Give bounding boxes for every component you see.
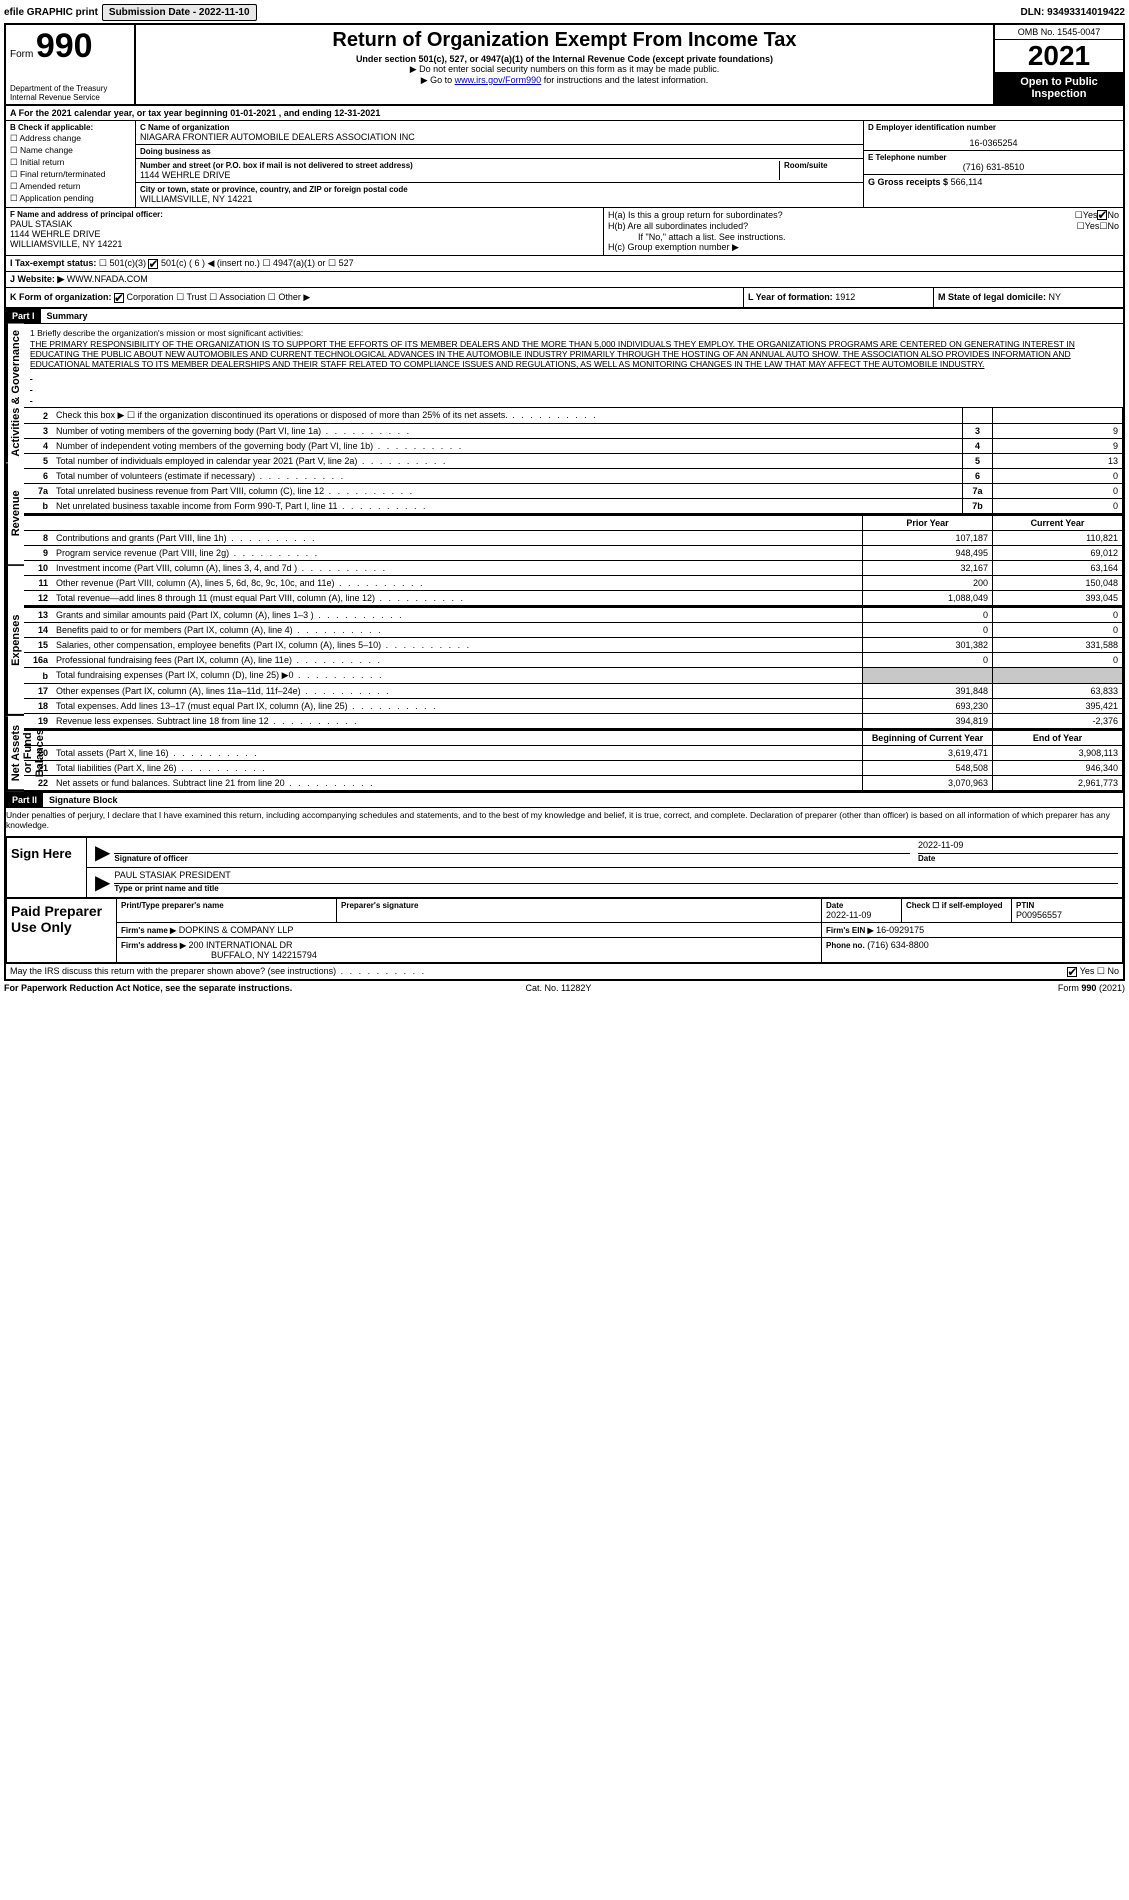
sign-here-section: Sign Here ▶ Signature of officer 2022-11… bbox=[6, 836, 1123, 898]
col-c-org-info: C Name of organization NIAGARA FRONTIER … bbox=[136, 121, 863, 207]
firm-phone: (716) 634-8800 bbox=[867, 940, 929, 950]
vtab-revenue: Revenue bbox=[6, 463, 24, 566]
expenses-table: 13Grants and similar amounts paid (Part … bbox=[24, 606, 1123, 729]
col-d-ids: D Employer identification number 16-0365… bbox=[863, 121, 1123, 207]
chk-address-change[interactable]: ☐ Address change bbox=[10, 133, 131, 144]
sign-date: 2022-11-09 bbox=[918, 840, 1118, 854]
penalties-text: Under penalties of perjury, I declare th… bbox=[6, 808, 1123, 832]
ptin-value: P00956557 bbox=[1016, 910, 1118, 920]
col-h-group: H(a) Is this a group return for subordin… bbox=[603, 208, 1123, 255]
top-toolbar: efile GRAPHIC print Submission Date - 20… bbox=[4, 4, 1125, 21]
mission-text: THE PRIMARY RESPONSIBILITY OF THE ORGANI… bbox=[30, 339, 1117, 369]
page-footer: For Paperwork Reduction Act Notice, see … bbox=[4, 981, 1125, 995]
officer-name: PAUL STASIAK bbox=[10, 219, 599, 229]
section-bcd: B Check if applicable: ☐ Address change … bbox=[6, 121, 1123, 208]
open-public-label: Open to Public Inspection bbox=[995, 72, 1123, 104]
cat-no: Cat. No. 11282Y bbox=[526, 983, 592, 993]
chk-corporation[interactable] bbox=[114, 293, 124, 303]
omb-label: OMB No. 1545-0047 bbox=[995, 25, 1123, 40]
subtitle-1: Under section 501(c), 527, or 4947(a)(1)… bbox=[140, 54, 989, 64]
dln-label: DLN: 93493314019422 bbox=[1020, 7, 1125, 18]
form-header: Form 990 Department of the Treasury Inte… bbox=[6, 25, 1123, 106]
form-container: Form 990 Department of the Treasury Inte… bbox=[4, 23, 1125, 981]
street-value: 1144 WEHRLE DRIVE bbox=[140, 170, 779, 180]
irs-link[interactable]: www.irs.gov/Form990 bbox=[455, 75, 542, 85]
chk-amended-return[interactable]: ☐ Amended return bbox=[10, 181, 131, 192]
chk-name-change[interactable]: ☐ Name change bbox=[10, 145, 131, 156]
col-b-checkboxes: B Check if applicable: ☐ Address change … bbox=[6, 121, 136, 207]
header-mid: Return of Organization Exempt From Incom… bbox=[136, 25, 993, 104]
form-prefix: Form bbox=[10, 49, 33, 60]
website-value: WWW.NFADA.COM bbox=[67, 274, 148, 284]
vtab-expenses: Expenses bbox=[6, 566, 24, 716]
vtab-net-assets: Net Assets or Fund Balances bbox=[6, 716, 24, 791]
summary-section: Activities & Governance Revenue Expenses… bbox=[6, 324, 1123, 793]
irs-label: Internal Revenue Service bbox=[10, 93, 130, 102]
tel-value: (716) 631-8510 bbox=[868, 162, 1119, 172]
sign-here-label: Sign Here bbox=[7, 838, 87, 897]
subtitle-3: ▶ Go to www.irs.gov/Form990 for instruct… bbox=[140, 75, 989, 86]
efile-label: efile GRAPHIC print bbox=[4, 7, 98, 18]
row-i-status: I Tax-exempt status: ☐ 501(c)(3) 501(c) … bbox=[6, 256, 1123, 272]
org-name: NIAGARA FRONTIER AUTOMOBILE DEALERS ASSO… bbox=[140, 132, 859, 142]
discuss-row: May the IRS discuss this return with the… bbox=[6, 963, 1123, 979]
gross-receipts: 566,114 bbox=[951, 177, 983, 187]
paid-preparer-section: Paid Preparer Use Only Print/Type prepar… bbox=[6, 898, 1123, 963]
form-ref: Form 990 (2021) bbox=[1058, 983, 1125, 993]
vtab-governance: Activities & Governance bbox=[6, 324, 24, 463]
row-j-website: J Website: ▶ WWW.NFADA.COM bbox=[6, 272, 1123, 288]
sign-arrow-icon: ▶ bbox=[91, 840, 114, 865]
net-assets-table: Beginning of Current YearEnd of Year20To… bbox=[24, 729, 1123, 791]
chk-501c[interactable] bbox=[148, 259, 158, 269]
chk-final-return[interactable]: ☐ Final return/terminated bbox=[10, 169, 131, 180]
dept-label: Department of the Treasury bbox=[10, 84, 130, 93]
col-f-officer: F Name and address of principal officer:… bbox=[6, 208, 603, 255]
header-left: Form 990 Department of the Treasury Inte… bbox=[6, 25, 136, 104]
submission-date-button[interactable]: Submission Date - 2022-11-10 bbox=[102, 4, 257, 21]
row-klm: K Form of organization: Corporation ☐ Tr… bbox=[6, 288, 1123, 309]
chk-application-pending[interactable]: ☐ Application pending bbox=[10, 193, 131, 204]
paid-preparer-label: Paid Preparer Use Only bbox=[7, 899, 117, 962]
part-i-header: Part I Summary bbox=[6, 309, 1123, 324]
section-fh: F Name and address of principal officer:… bbox=[6, 208, 1123, 256]
form-number: 990 bbox=[36, 27, 93, 65]
form-title: Return of Organization Exempt From Incom… bbox=[140, 29, 989, 52]
officer-print-name: PAUL STASIAK PRESIDENT bbox=[114, 870, 1118, 884]
year-formation: 1912 bbox=[835, 292, 855, 302]
chk-initial-return[interactable]: ☐ Initial return bbox=[10, 157, 131, 168]
row-a-tax-year: A For the 2021 calendar year, or tax yea… bbox=[6, 106, 1123, 121]
header-right: OMB No. 1545-0047 2021 Open to Public In… bbox=[993, 25, 1123, 104]
state-domicile: NY bbox=[1049, 292, 1062, 302]
revenue-table: Prior YearCurrent Year8Contributions and… bbox=[24, 514, 1123, 606]
ein-value: 16-0365254 bbox=[868, 138, 1119, 148]
chk-discuss-yes[interactable] bbox=[1067, 967, 1077, 977]
city-value: WILLIAMSVILLE, NY 14221 bbox=[140, 194, 859, 204]
chk-group-no[interactable] bbox=[1097, 210, 1107, 220]
governance-table: 2Check this box ▶ ☐ if the organization … bbox=[24, 407, 1123, 514]
firm-ein: 16-0929175 bbox=[876, 925, 924, 935]
mission-block: 1 Briefly describe the organization's mi… bbox=[24, 324, 1123, 407]
firm-name: DOPKINS & COMPANY LLP bbox=[179, 925, 294, 935]
sign-arrow-icon-2: ▶ bbox=[91, 870, 114, 895]
part-ii-header: Part II Signature Block bbox=[6, 793, 1123, 808]
subtitle-2: ▶ Do not enter social security numbers o… bbox=[140, 64, 989, 75]
tax-year: 2021 bbox=[995, 40, 1123, 72]
